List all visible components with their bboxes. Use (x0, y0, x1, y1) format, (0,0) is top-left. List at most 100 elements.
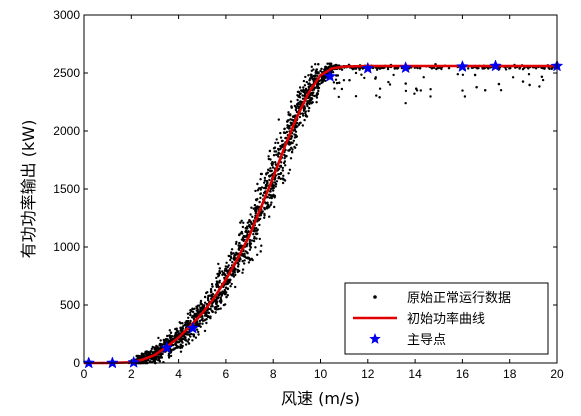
scatter-point (259, 187, 262, 190)
scatter-point (209, 315, 212, 318)
scatter-point (194, 336, 198, 339)
scatter-point (153, 350, 156, 353)
scatter-point (154, 346, 157, 349)
scatter-point (259, 192, 263, 195)
scatter-point (419, 89, 422, 92)
scatter-point (429, 95, 432, 98)
scatter-point (198, 304, 201, 307)
scatter-point (184, 338, 187, 341)
scatter-point (226, 269, 229, 273)
scatter-point (333, 87, 336, 90)
scatter-point (534, 67, 538, 70)
scatter-point (187, 316, 190, 319)
scatter-point (541, 67, 545, 70)
scatter-point (264, 183, 268, 187)
scatter-point (197, 330, 200, 334)
scatter-point (309, 73, 313, 77)
scatter-point (206, 309, 209, 312)
scatter-point (247, 230, 250, 233)
scatter-point (195, 305, 198, 308)
x-tick-label: 16 (456, 367, 470, 381)
scatter-point (201, 306, 204, 309)
scatter-point (273, 146, 277, 149)
scatter-point (305, 80, 308, 84)
scatter-point (207, 294, 210, 298)
scatter-point (307, 74, 310, 77)
scatter-point (259, 250, 262, 253)
scatter-point (268, 149, 272, 153)
scatter-point (267, 155, 270, 158)
scatter-point (247, 261, 251, 264)
scatter-point (263, 216, 266, 219)
scatter-point (254, 189, 257, 193)
scatter-point (217, 294, 221, 297)
scatter-point (315, 96, 319, 99)
scatter-point (243, 259, 246, 262)
scatter-point (288, 148, 292, 151)
scatter-point (183, 336, 186, 339)
scatter-point (213, 289, 217, 292)
scatter-point (302, 79, 306, 83)
scatter-point (274, 177, 277, 180)
scatter-point (278, 172, 282, 176)
scatter-point (160, 356, 163, 359)
scatter-point (290, 122, 293, 125)
scatter-point (167, 356, 171, 359)
scatter-point (317, 72, 320, 75)
scatter-point (312, 68, 315, 71)
scatter-point (196, 322, 199, 325)
scatter-point (260, 244, 263, 247)
scatter-point (176, 341, 179, 344)
scatter-point (251, 215, 254, 218)
scatter-point (217, 307, 220, 311)
scatter-point (312, 91, 315, 94)
y-tick-label: 3000 (53, 8, 80, 22)
scatter-point (229, 255, 232, 258)
scatter-point (159, 339, 162, 342)
y-tick-label: 500 (60, 298, 80, 312)
scatter-point (263, 176, 267, 180)
scatter-point (234, 267, 237, 271)
scatter-point (239, 221, 242, 224)
scatter-point (169, 354, 173, 358)
leading-point-marker (361, 61, 375, 74)
scatter-point (290, 151, 294, 154)
x-tick-label: 2 (128, 367, 135, 381)
scatter-point (315, 101, 318, 104)
scatter-point (273, 181, 277, 184)
scatter-point (236, 265, 240, 268)
scatter-point (186, 312, 190, 315)
x-tick-label: 8 (270, 367, 277, 381)
scatter-point (244, 255, 247, 258)
scatter-point (215, 276, 218, 280)
scatter-point (374, 77, 377, 80)
scatter-point (378, 87, 382, 90)
scatter-point (314, 74, 317, 77)
scatter-point (245, 229, 248, 233)
scatter-point (191, 339, 194, 342)
scatter-point (271, 166, 275, 169)
scatter-point (259, 178, 262, 181)
scatter-point (316, 92, 319, 95)
scatter-point (311, 101, 314, 104)
scatter-point (235, 240, 238, 244)
scatter-point (289, 157, 293, 160)
scatter-point (199, 299, 203, 303)
leading-point-marker (127, 355, 141, 368)
scatter-point (140, 356, 143, 359)
scatter-point (311, 78, 314, 81)
scatter-point (269, 190, 272, 193)
scatter-point (363, 76, 366, 80)
scatter-point (237, 248, 240, 251)
scatter-point (302, 86, 305, 89)
scatter-point (256, 232, 259, 235)
scatter-point (215, 298, 218, 302)
leading-point-marker (106, 356, 119, 369)
scatter-point (268, 215, 271, 218)
scatter-point (310, 65, 313, 69)
scatter-point (281, 181, 285, 185)
scatter-point (314, 62, 317, 66)
scatter-point (354, 95, 358, 98)
scatter-point (249, 213, 252, 216)
scatter-point (233, 254, 236, 257)
